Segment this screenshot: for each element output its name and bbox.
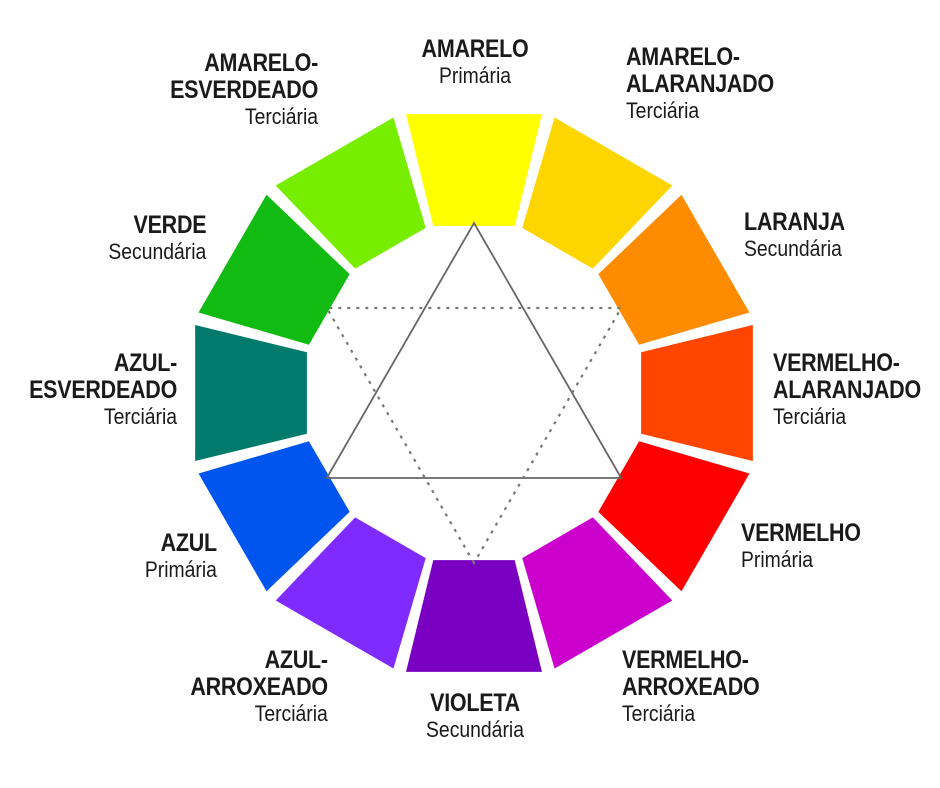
label-name-line2: ESVERDEADO <box>170 76 318 104</box>
label-category: Primária <box>741 547 814 572</box>
label-vermelho-alaranjado: VERMELHO- ALARANJADO Terciária <box>773 350 940 429</box>
segment-azul-esverdeado <box>195 325 307 461</box>
label-violeta: VIOLETA Secundária <box>385 690 565 742</box>
triangles <box>324 221 624 566</box>
label-category: Terciária <box>103 404 177 429</box>
label-name: VIOLETA <box>430 689 520 717</box>
label-vermelho-arroxeado: VERMELHO- ARROXEADO Terciária <box>622 647 782 726</box>
label-amarelo-alaranjado: AMARELO- ALARANJADO Terciária <box>626 44 798 123</box>
segment-laranja <box>598 194 750 345</box>
label-category: Secundária <box>108 239 206 264</box>
wheel-segments <box>195 114 753 672</box>
label-name-line1: AMARELO- <box>204 49 318 77</box>
label-laranja: LARANJA Secundária <box>744 209 861 261</box>
label-category: Terciária <box>244 104 318 129</box>
label-category: Terciária <box>773 404 847 429</box>
segment-amarelo-alaranjado <box>522 117 673 269</box>
secondary-triangle <box>324 306 624 566</box>
label-azul-arroxeado: AZUL- ARROXEADO Terciária <box>168 646 329 726</box>
label-name-line2: ALARANJADO <box>626 70 774 98</box>
segment-vermelho <box>598 441 750 592</box>
label-name-line1: AMARELO- <box>626 43 740 71</box>
label-name: VERMELHO <box>741 519 861 547</box>
segment-violeta <box>406 560 542 672</box>
label-name-line1: AZUL- <box>113 349 177 377</box>
segment-amarelo <box>406 114 542 226</box>
label-amarelo-esverdeado: AMARELO- ESVERDEADO Terciária <box>146 50 318 129</box>
label-azul: AZUL Primária <box>135 530 217 582</box>
label-category: Primária <box>438 63 512 88</box>
primary-triangle <box>325 221 623 479</box>
label-category: Primária <box>144 557 217 582</box>
label-verde: VERDE Secundária <box>95 212 206 264</box>
label-vermelho: VERMELHO Primária <box>741 520 880 572</box>
label-azul-esverdeado: AZUL- ESVERDEADO Terciária <box>5 350 177 429</box>
label-name-line2: ARROXEADO <box>622 673 760 701</box>
segment-vermelho-arroxeado <box>522 517 673 669</box>
label-category: Terciária <box>254 701 328 726</box>
label-name-line2: ESVERDEADO <box>29 376 177 404</box>
label-name-line1: VERMELHO- <box>773 349 900 377</box>
segment-vermelho-alaranjado <box>641 325 753 461</box>
label-name: AZUL <box>160 529 218 557</box>
label-name-line2: ARROXEADO <box>190 673 329 701</box>
label-category: Secundária <box>744 236 842 261</box>
label-name-line1: AZUL- <box>264 646 328 674</box>
segment-azul <box>198 441 350 592</box>
label-category: Terciária <box>626 98 700 123</box>
label-category: Terciária <box>622 701 696 726</box>
label-name: VERDE <box>133 211 206 239</box>
segment-amarelo-esverdeado <box>275 117 426 269</box>
label-name-line1: VERMELHO- <box>622 646 749 674</box>
label-name-line2: ALARANJADO <box>773 376 921 404</box>
label-name: LARANJA <box>744 208 845 236</box>
label-category: Secundária <box>426 717 524 742</box>
label-name: AMARELO <box>421 35 529 63</box>
segment-verde <box>198 194 350 345</box>
label-amarelo: AMARELO Primária <box>385 36 565 88</box>
segment-azul-arroxeado <box>275 517 426 669</box>
